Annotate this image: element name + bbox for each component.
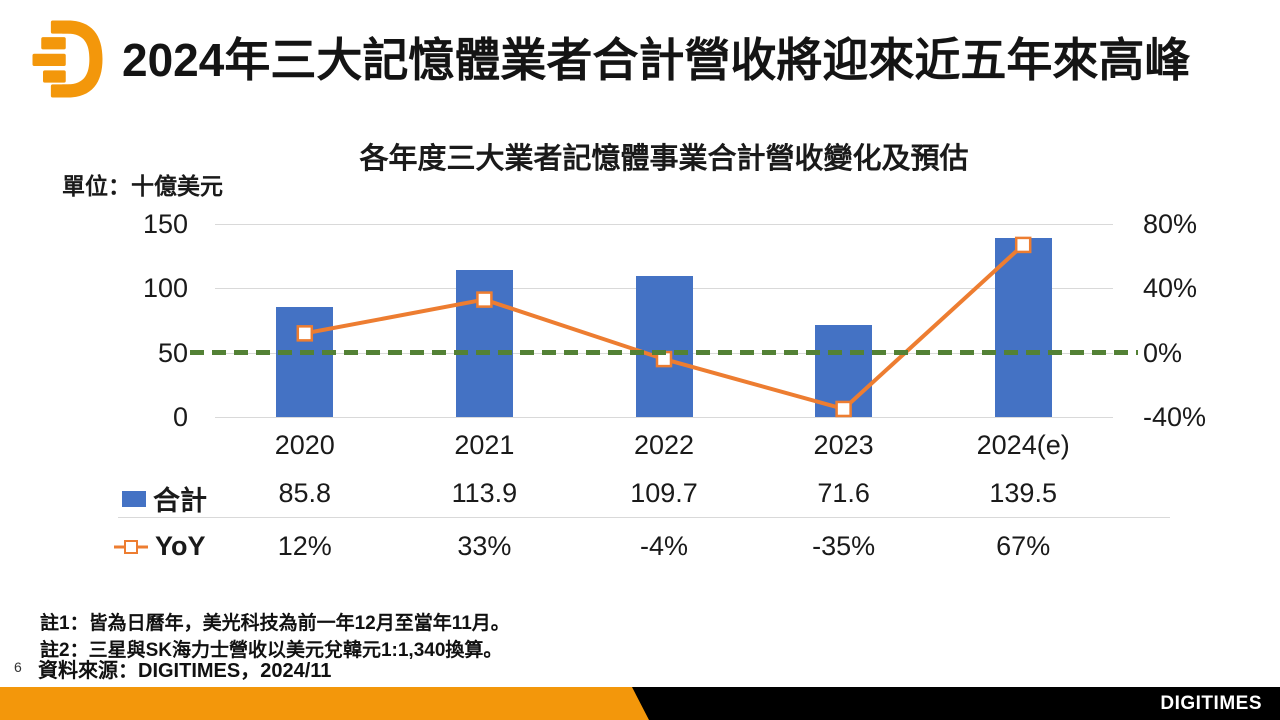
chart-title: 各年度三大業者記憶體事業合計營收變化及預估 [359, 143, 969, 175]
right-tick: -40% [1143, 402, 1207, 432]
yoy-value-2022: -4% [639, 531, 688, 561]
unit-label: 單位：十億美元 [62, 173, 223, 199]
right-tick: 80% [1143, 209, 1198, 239]
line-series-swatch [114, 539, 148, 554]
footer-orange-stripe [0, 687, 649, 720]
zero-reference-line [190, 350, 1138, 355]
plot-area [215, 224, 1113, 418]
total-value-2021: 113.9 [451, 478, 518, 508]
right-tick: 0% [1143, 337, 1183, 368]
total-value-2022: 109.7 [630, 478, 698, 508]
gridline [215, 417, 1113, 418]
total-value-2020: 85.8 [278, 478, 332, 508]
yoy-value-2023: -35% [812, 531, 876, 561]
yoy-value-2024(e): 67% [996, 531, 1051, 561]
yoy-value-2020: 12% [277, 531, 332, 561]
note-1: 註1：皆為日曆年，美光科技為前一年12月至當年11月。 [40, 613, 510, 634]
source-line: 資料來源：DIGITIMES，2024/11 [38, 660, 332, 682]
category-label-2022: 2022 [633, 430, 695, 460]
total-value-2023: 71.6 [817, 478, 870, 508]
category-label-2021: 2021 [454, 430, 515, 460]
legend-total: 合計 [122, 479, 207, 518]
yoy-marker-2024(e) [1014, 236, 1032, 254]
bar-2024(e) [994, 237, 1052, 417]
legend-yoy: YoY [114, 531, 206, 562]
digitimes-footer-logo: DIGITIMES [1160, 692, 1262, 714]
gridline [215, 224, 1113, 225]
yoy-marker-2020 [296, 325, 314, 342]
category-label-2023: 2023 [813, 430, 874, 460]
yoy-value-2021: 33% [457, 531, 512, 561]
yoy-line-layer [296, 236, 1032, 418]
bar-2022 [635, 275, 693, 417]
legend-total-label: 合計 [153, 486, 207, 516]
footer-band: DIGITIMES [0, 687, 1280, 720]
yoy-marker-2023 [835, 400, 852, 418]
note-2: 註2：三星與SK海力士營收以美元兌韓元1:1,340換算。 [40, 640, 503, 661]
left-tick: 100 [142, 273, 188, 304]
bar-series-swatch [122, 490, 146, 507]
total-value-2024(e): 139.5 [989, 478, 1057, 508]
yoy-line [304, 243, 1025, 412]
left-tick: 50 [157, 337, 188, 368]
left-tick: 150 [142, 209, 188, 239]
slide-title: 2024年三大記憶體業者合計營收將迎來近五年來高峰 [122, 34, 1191, 86]
page-number: 6 [14, 659, 22, 675]
left-tick: 0 [172, 402, 188, 432]
right-tick: 40% [1143, 273, 1198, 304]
yoy-marker-2021 [476, 291, 493, 308]
legend-yoy-label: YoY [155, 531, 206, 561]
table-divider [118, 517, 1170, 518]
category-label-2024(e): 2024(e) [976, 430, 1070, 460]
bar-2020 [276, 306, 334, 417]
category-label-2020: 2020 [274, 430, 335, 460]
digitimes-d-logo [32, 20, 103, 98]
